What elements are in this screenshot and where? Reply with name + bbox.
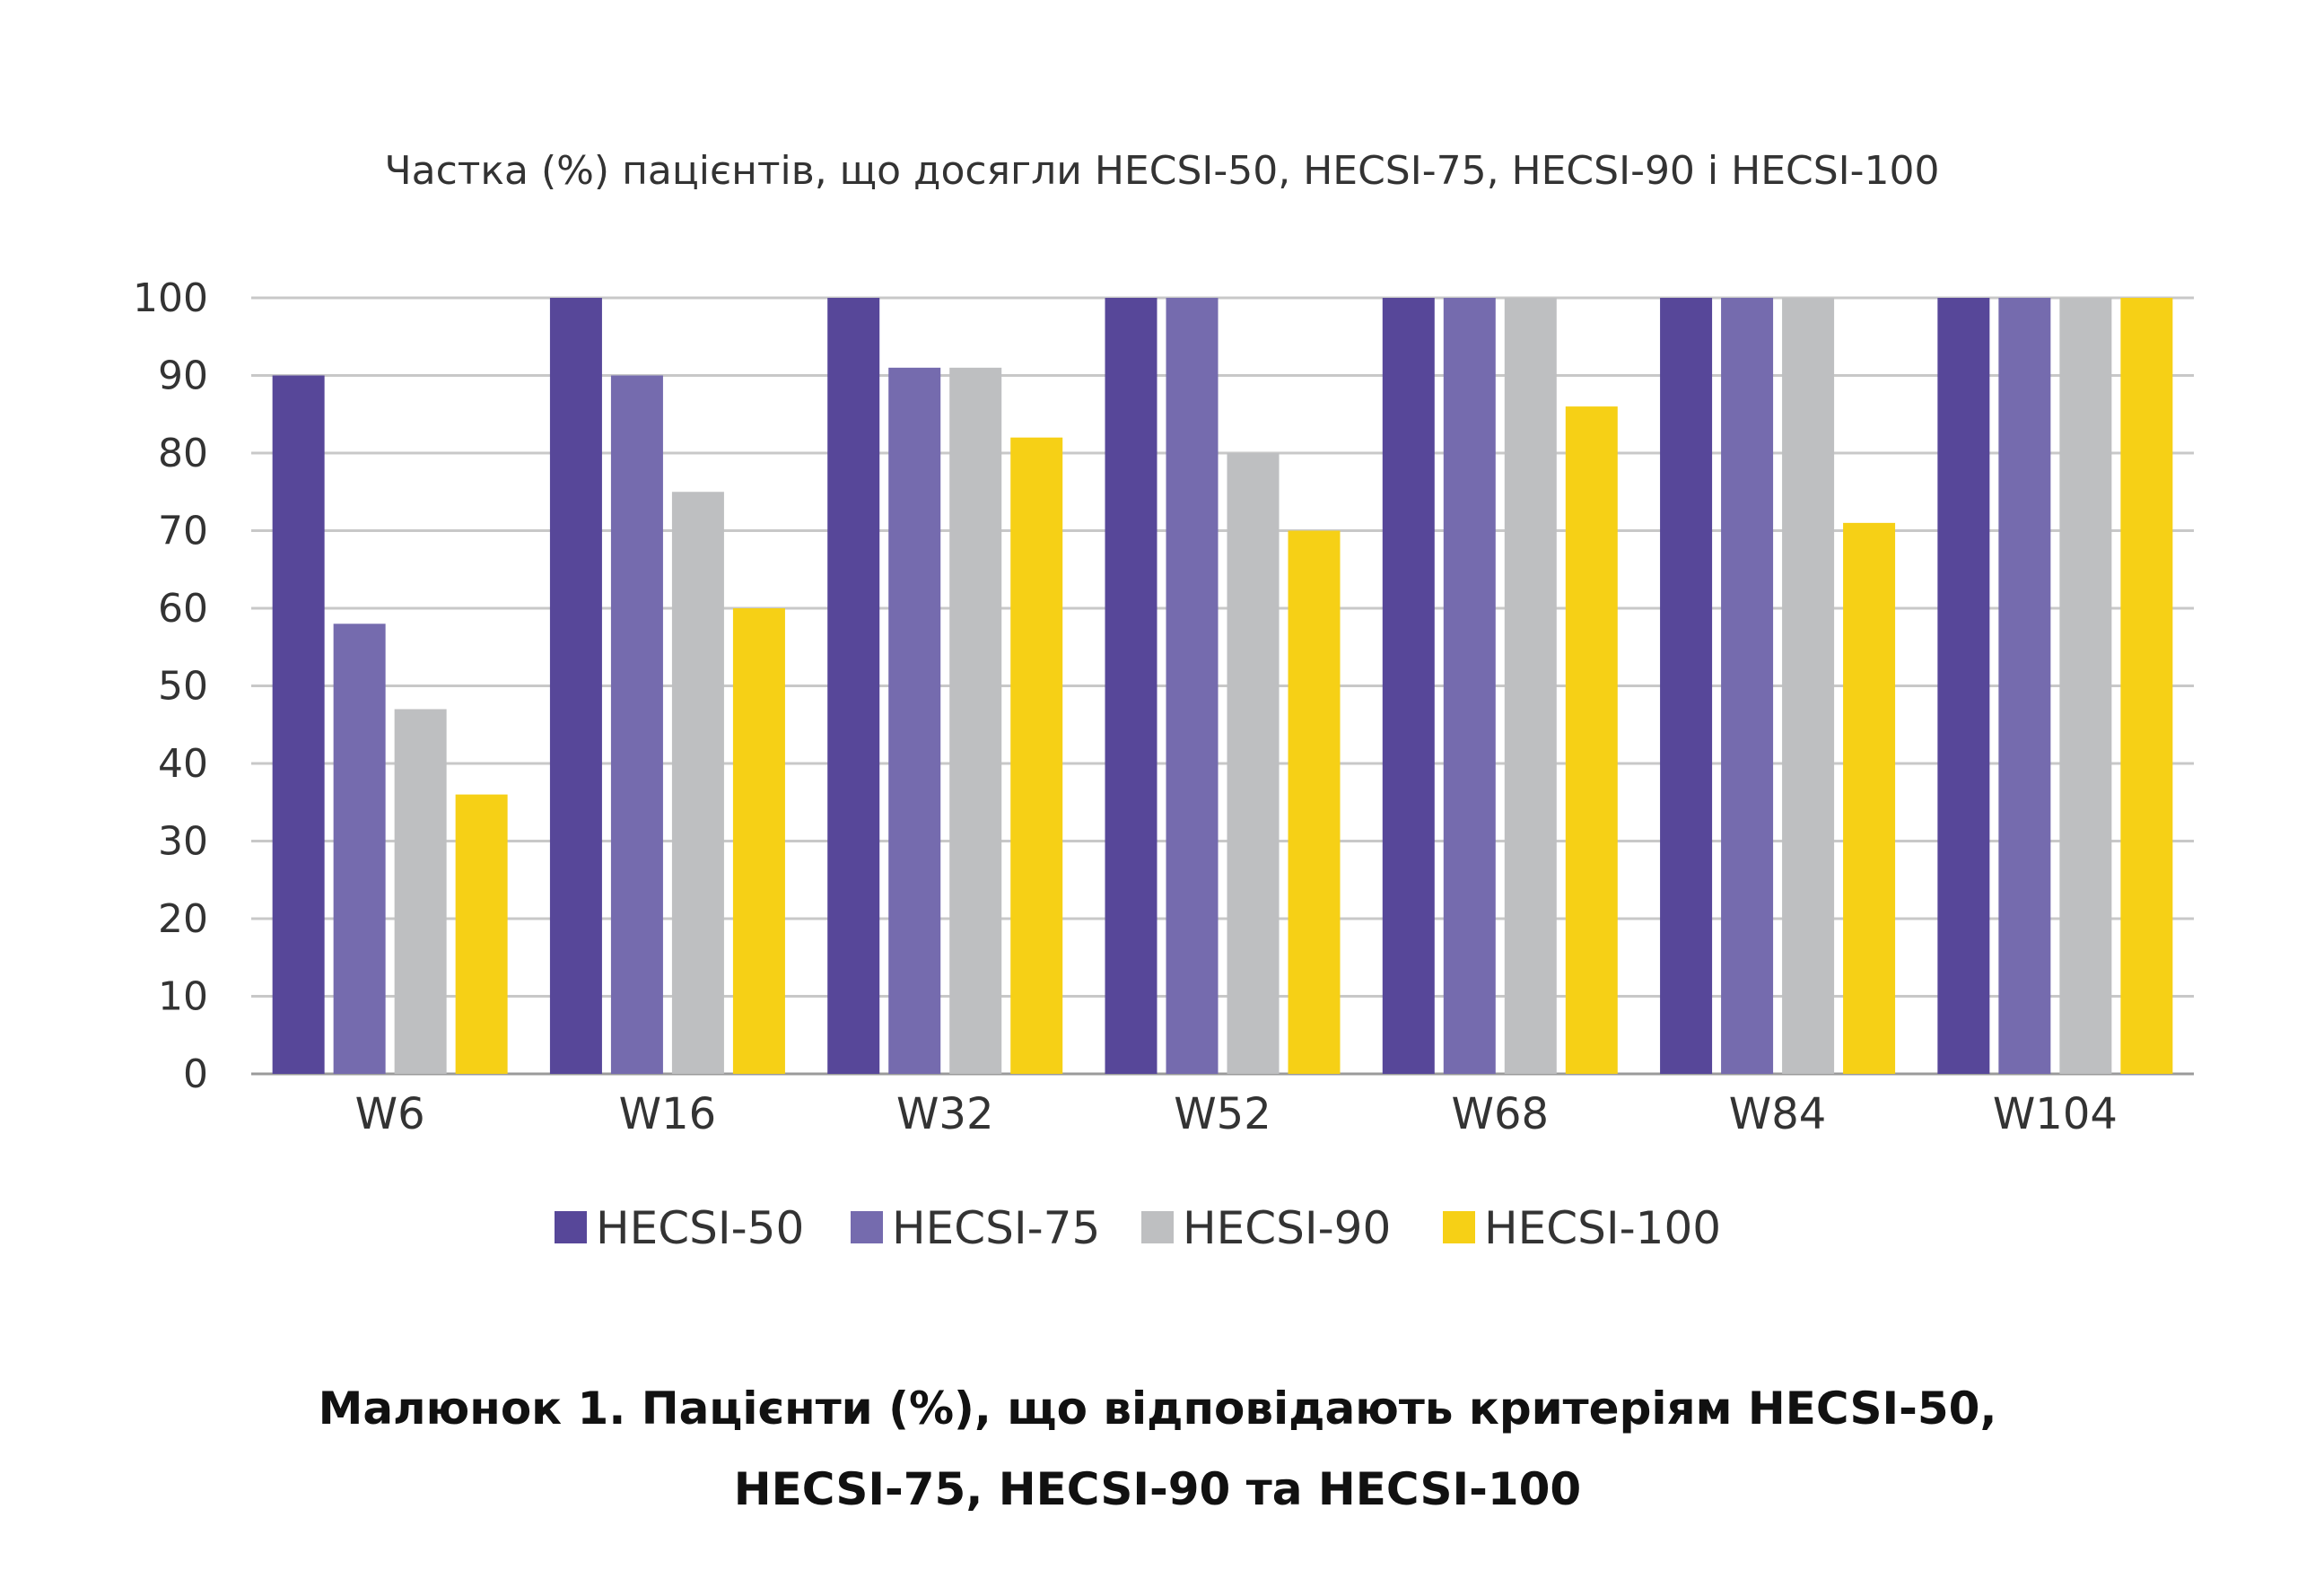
y-tick-label: 90 [158, 353, 208, 399]
bar-hecsi-50-w32 [827, 298, 880, 1074]
bar-hecsi-90-w68 [1504, 298, 1557, 1074]
bar-hecsi-75-w84 [1721, 298, 1774, 1074]
bar-hecsi-90-w52 [1227, 453, 1280, 1074]
bar-hecsi-50-w16 [549, 298, 602, 1074]
bar-hecsi-100-w68 [1565, 406, 1618, 1075]
figure-caption-line-1: Малюнок 1. Пацієнти (%), що відповідають… [318, 1382, 1997, 1435]
legend-swatch [851, 1211, 883, 1243]
y-tick-label: 0 [183, 1051, 208, 1097]
bar-hecsi-100-w32 [1010, 437, 1063, 1074]
bar-hecsi-50-w104 [1937, 298, 1990, 1074]
bar-hecsi-75-w52 [1166, 298, 1219, 1074]
bar-hecsi-75-w68 [1443, 298, 1496, 1074]
legend-label: HECSI-50 [596, 1202, 804, 1254]
bar-hecsi-90-w32 [949, 367, 1002, 1075]
bar-hecsi-100-w52 [1288, 530, 1341, 1074]
y-tick-label: 40 [158, 741, 208, 787]
x-tick-label: W16 [619, 1089, 717, 1139]
bar-hecsi-75-w32 [888, 367, 941, 1075]
bar-hecsi-50-w6 [272, 375, 325, 1074]
bar-hecsi-75-w16 [610, 375, 663, 1074]
bar-hecsi-100-w104 [2120, 298, 2173, 1074]
y-tick-label: 60 [158, 586, 208, 632]
legend-label: HECSI-100 [1484, 1202, 1721, 1254]
x-tick-label: W84 [1729, 1089, 1827, 1139]
chart-title: Частка (%) пацієнтів, що досягли HECSI-5… [384, 148, 1939, 194]
x-tick-label: W6 [355, 1089, 425, 1139]
bar-chart: Частка (%) пацієнтів, що досягли HECSI-5… [133, 148, 2194, 1254]
legend-label: HECSI-75 [892, 1202, 1100, 1254]
y-axis-ticks: 0 10 20 30 40 50 60 70 80 90 100 [133, 275, 208, 1097]
bar-hecsi-75-w104 [1998, 298, 2051, 1074]
bar-hecsi-100-w6 [455, 794, 508, 1074]
bar-hecsi-50-w84 [1660, 298, 1713, 1074]
legend-swatch [555, 1211, 587, 1243]
bar-hecsi-90-w104 [2059, 298, 2112, 1074]
bar-hecsi-100-w84 [1843, 522, 1896, 1074]
figure-caption-line-2: HECSI-75, HECSI-90 та HECSI-100 [733, 1463, 1582, 1515]
y-tick-label: 70 [158, 509, 208, 554]
bar-hecsi-75-w6 [333, 624, 386, 1074]
y-tick-label: 100 [133, 275, 208, 321]
bar-hecsi-100-w16 [732, 608, 785, 1074]
y-tick-label: 20 [158, 896, 208, 942]
legend-label: HECSI-90 [1183, 1202, 1391, 1254]
bar-hecsi-50-w68 [1382, 298, 1435, 1074]
x-tick-label: W104 [1993, 1089, 2118, 1139]
legend-swatch [1141, 1211, 1174, 1243]
y-tick-label: 10 [158, 974, 208, 1020]
y-tick-label: 80 [158, 431, 208, 476]
x-tick-label: W52 [1174, 1089, 1271, 1139]
bar-hecsi-50-w52 [1105, 298, 1158, 1074]
bar-hecsi-90-w6 [394, 709, 447, 1074]
x-tick-label: W32 [896, 1089, 994, 1139]
legend-swatch [1443, 1211, 1475, 1243]
legend: HECSI-50 HECSI-75 HECSI-90 HECSI-100 [555, 1202, 1721, 1254]
x-axis: W6 W16 W32 W52 W68 W84 W104 [355, 1089, 2118, 1139]
y-tick-label: 30 [158, 819, 208, 865]
gridlines [251, 296, 2194, 1076]
bar-hecsi-90-w84 [1782, 298, 1835, 1074]
x-tick-label: W68 [1452, 1089, 1550, 1139]
y-tick-label: 50 [158, 664, 208, 710]
bar-hecsi-90-w16 [671, 492, 724, 1074]
bars [272, 298, 2173, 1075]
